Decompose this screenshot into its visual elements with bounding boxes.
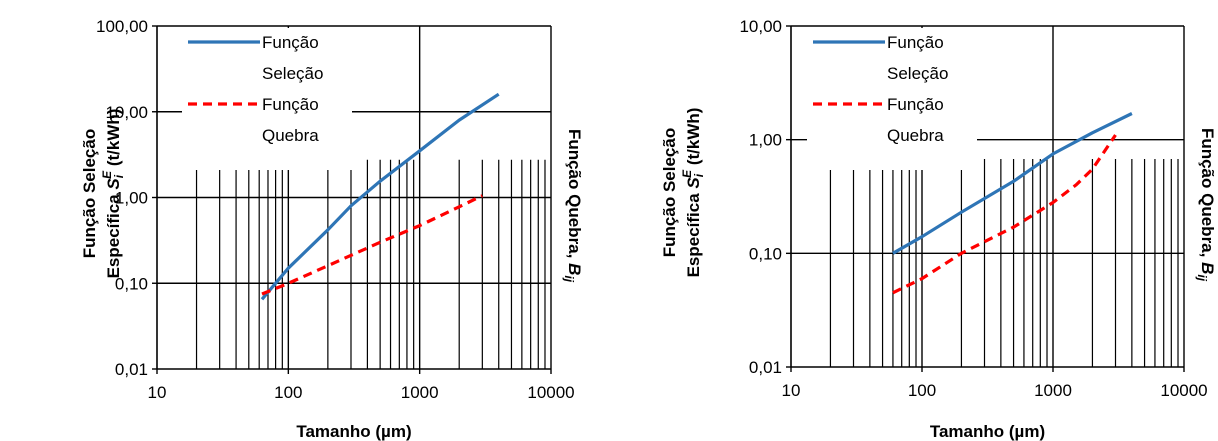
legend-label: Função	[887, 95, 944, 114]
y-tick-label: 0,10	[115, 274, 148, 293]
chart-right-svg: 0,01 0,10 1,00 10,00 10 100 1000 10000 Tamanho (…	[660, 17, 1217, 441]
legend-label: Seleção	[887, 64, 948, 83]
y-axis-title-superscript: E	[680, 169, 694, 178]
legend-background	[182, 28, 352, 170]
legend-label: Seleção	[262, 64, 323, 83]
secondary-y-axis-title-symbol: B	[1198, 262, 1217, 274]
x-axis-title: Tamanho (µm)	[930, 422, 1045, 441]
legend: Função Seleção Função Quebra	[807, 28, 977, 170]
y-axis-title-superscript: E	[100, 170, 114, 179]
y-axis-title-prefix: Específica	[104, 190, 123, 279]
x-tick-label: 100	[908, 381, 936, 400]
chart-right: 0,01 0,10 1,00 10,00 10 100 1000 10000 Tamanho (…	[610, 0, 1218, 441]
y-tick-label: 0,10	[749, 244, 782, 263]
y-axis-title-symbol: S	[684, 177, 703, 189]
y-axis-title-symbol: S	[104, 178, 123, 190]
secondary-y-axis-title-prefix: Função Quebra,	[1198, 128, 1217, 262]
secondary-y-axis-title: Função Quebra, Bij	[562, 129, 584, 283]
y-tick-label: 100,00	[96, 17, 148, 36]
series-line-selecao	[260, 92, 500, 301]
secondary-y-axis-title: Função Quebra, Bij	[1195, 128, 1217, 282]
y-axis-title-subscript: i	[692, 173, 706, 177]
y-axis-title-line1: Função Seleção	[660, 128, 679, 257]
y-tick-label: 10,00	[739, 17, 782, 36]
y-axis-title-prefix: Específica	[684, 189, 703, 278]
x-tick-label: 100	[274, 383, 302, 402]
y-tick-label: 1,00	[749, 131, 782, 150]
x-tick-label: 10	[148, 383, 167, 402]
y-tick-label: 0,01	[115, 360, 148, 379]
legend-label: Quebra	[262, 126, 319, 145]
y-tick-label: 0,01	[749, 358, 782, 377]
chart-left-svg: 0,01 0,10 1,00 10,00 100,00 10 100 1000 10000 Tam…	[80, 17, 584, 441]
legend-label: Função	[262, 95, 319, 114]
legend-label: Função	[262, 33, 319, 52]
x-tick-label: 10000	[527, 383, 574, 402]
y-axis-title: Função Seleção Específica SiE (t/kWh)	[660, 108, 706, 278]
gridlines	[157, 25, 552, 369]
x-tick-label: 10000	[1160, 381, 1207, 400]
chart-left: 0,01 0,10 1,00 10,00 100,00 10 100 1000 10000 Tam…	[0, 0, 606, 441]
y-axis-title-unit: (t/kWh)	[104, 109, 123, 171]
y-axis-title-subscript: i	[112, 174, 126, 178]
legend-label: Quebra	[887, 126, 944, 145]
y-tick-label: 10,00	[105, 103, 148, 122]
x-tick-label: 1000	[1034, 381, 1072, 400]
secondary-y-axis-title-subscript: ij	[562, 275, 576, 282]
legend-label: Função	[887, 33, 944, 52]
gridlines	[791, 25, 1185, 367]
secondary-y-axis-title-prefix: Função Quebra,	[565, 129, 584, 263]
y-axis-title-line1: Função Seleção	[80, 129, 99, 258]
legend-background	[807, 28, 977, 170]
y-axis-title-unit: (t/kWh)	[684, 108, 703, 170]
y-axis-title: Função Seleção Específica SiE (t/kWh)	[80, 109, 126, 279]
secondary-y-axis-title-subscript: ij	[1195, 274, 1209, 281]
x-tick-label: 10	[782, 381, 801, 400]
x-axis-title: Tamanho (µm)	[296, 422, 411, 441]
series-line-quebra	[261, 194, 483, 296]
secondary-y-axis-title-symbol: B	[565, 263, 584, 275]
series-line-selecao	[892, 112, 1133, 255]
series-line-quebra	[892, 134, 1117, 295]
x-tick-label: 1000	[401, 383, 439, 402]
legend: Função Seleção Função Quebra	[182, 28, 352, 170]
y-tick-label: 1,00	[115, 189, 148, 208]
